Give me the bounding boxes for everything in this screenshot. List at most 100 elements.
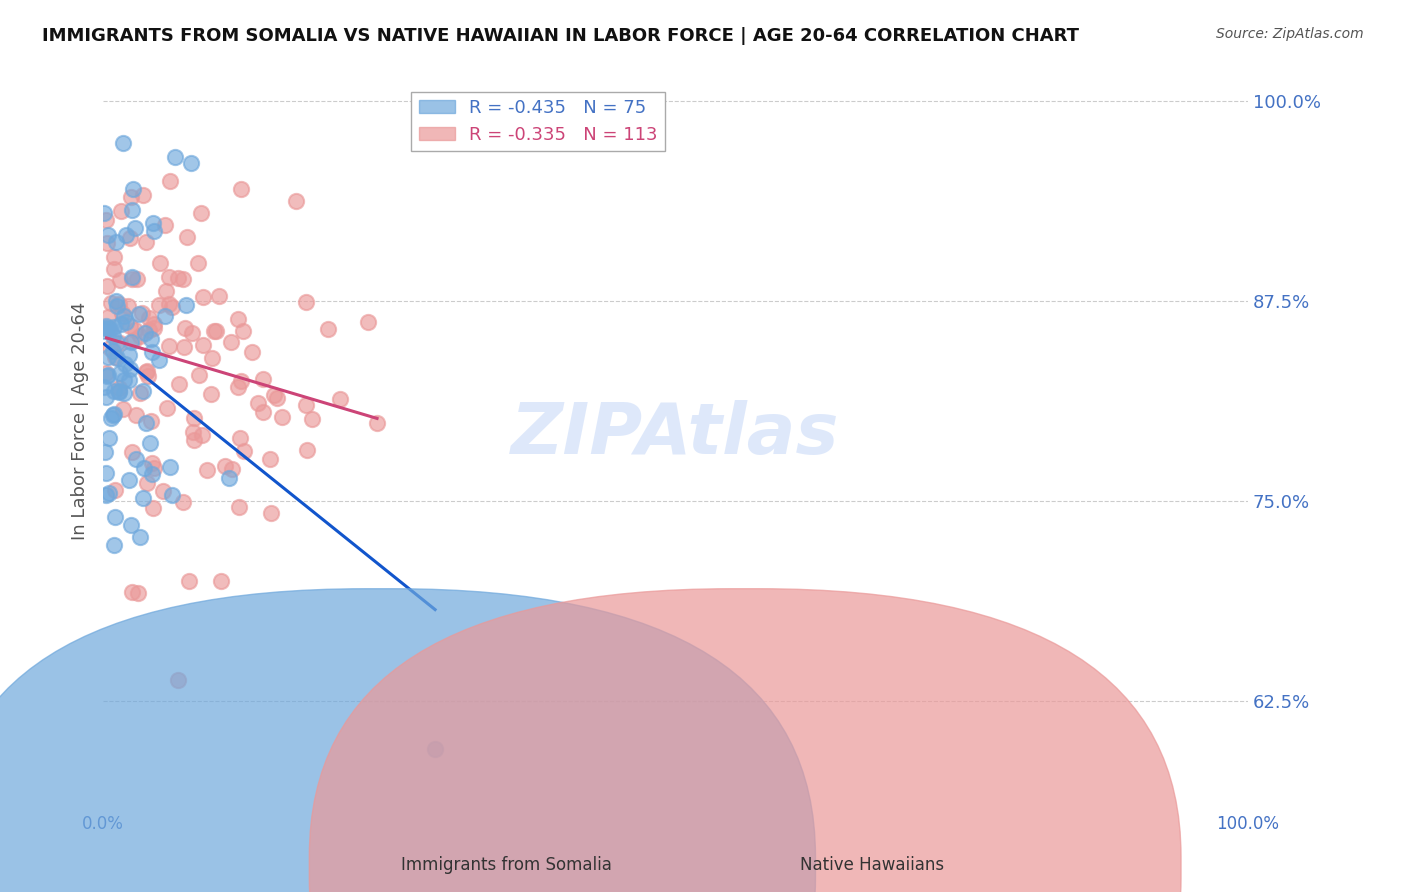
Point (153, 309, 176, 323)
Point (96, 369, 118, 384)
Point (183, 410, 205, 425)
Point (127, 271, 149, 285)
Point (118, 473, 141, 487)
Point (295, 398, 318, 412)
Point (329, 392, 352, 406)
Point (180, 326, 202, 340)
Point (295, 442, 318, 457)
Point (135, 364, 157, 378)
Point (108, 384, 131, 399)
Point (135, 235, 157, 249)
Point (259, 452, 281, 467)
Point (96, 368, 118, 383)
Point (97, 310, 120, 324)
Text: ZIPAtlas: ZIPAtlas (512, 401, 839, 469)
Point (226, 379, 249, 393)
Point (125, 451, 148, 466)
Point (128, 307, 150, 321)
Point (226, 312, 249, 326)
Point (105, 300, 128, 314)
Point (108, 366, 131, 380)
Point (160, 488, 183, 502)
Point (172, 272, 194, 286)
Point (166, 673, 188, 687)
Point (112, 386, 135, 401)
Point (97, 350, 120, 364)
Point (232, 324, 254, 338)
Point (252, 404, 274, 418)
Point (96, 279, 118, 293)
Point (120, 335, 142, 350)
Point (221, 461, 243, 475)
Point (96, 366, 118, 380)
Point (219, 335, 242, 350)
Point (366, 416, 388, 430)
Point (139, 435, 162, 450)
Point (122, 333, 145, 347)
Point (103, 329, 125, 343)
Point (94, 488, 117, 502)
Point (148, 298, 170, 312)
Point (110, 317, 132, 331)
Point (131, 306, 153, 320)
Point (93, 321, 115, 335)
Point (121, 584, 143, 599)
Point (108, 381, 131, 395)
Point (174, 298, 197, 312)
Point (100, 410, 122, 425)
Point (94, 466, 117, 480)
Point (124, 221, 146, 235)
Point (138, 311, 160, 326)
Point (218, 471, 240, 485)
Point (132, 384, 155, 399)
Point (240, 345, 263, 359)
Point (173, 339, 195, 353)
Point (108, 384, 131, 399)
Point (103, 350, 125, 364)
Point (142, 318, 165, 332)
Point (191, 338, 214, 352)
Point (157, 339, 180, 353)
Point (135, 365, 157, 379)
Point (231, 375, 253, 389)
Point (101, 408, 124, 422)
Point (128, 329, 150, 343)
Point (110, 204, 132, 219)
Point (121, 202, 143, 217)
Point (142, 216, 165, 230)
Point (208, 289, 231, 303)
Point (233, 444, 256, 458)
Point (163, 150, 186, 164)
Point (104, 509, 127, 524)
Point (134, 326, 156, 341)
Point (285, 194, 308, 208)
Point (94, 319, 117, 334)
Point (166, 271, 188, 285)
Point (107, 297, 129, 311)
Point (202, 324, 225, 338)
Point (125, 408, 148, 422)
Point (174, 321, 197, 335)
Point (155, 218, 177, 232)
Point (98, 486, 121, 500)
Point (183, 433, 205, 447)
Point (114, 315, 136, 329)
Text: IMMIGRANTS FROM SOMALIA VS NATIVE HAWAIIAN IN LABOR FORCE | AGE 20-64 CORRELATIO: IMMIGRANTS FROM SOMALIA VS NATIVE HAWAII… (42, 27, 1080, 45)
Point (120, 231, 142, 245)
Point (128, 530, 150, 544)
Point (167, 377, 190, 392)
Point (141, 344, 163, 359)
Point (120, 318, 142, 333)
Point (93, 445, 115, 459)
Point (141, 456, 163, 470)
Point (96, 212, 118, 227)
Point (160, 300, 183, 314)
Point (188, 368, 211, 382)
Point (301, 412, 323, 426)
Point (159, 174, 181, 188)
Point (132, 187, 155, 202)
Point (295, 294, 318, 309)
Point (103, 384, 125, 398)
Point (103, 262, 125, 277)
Point (93, 206, 115, 220)
